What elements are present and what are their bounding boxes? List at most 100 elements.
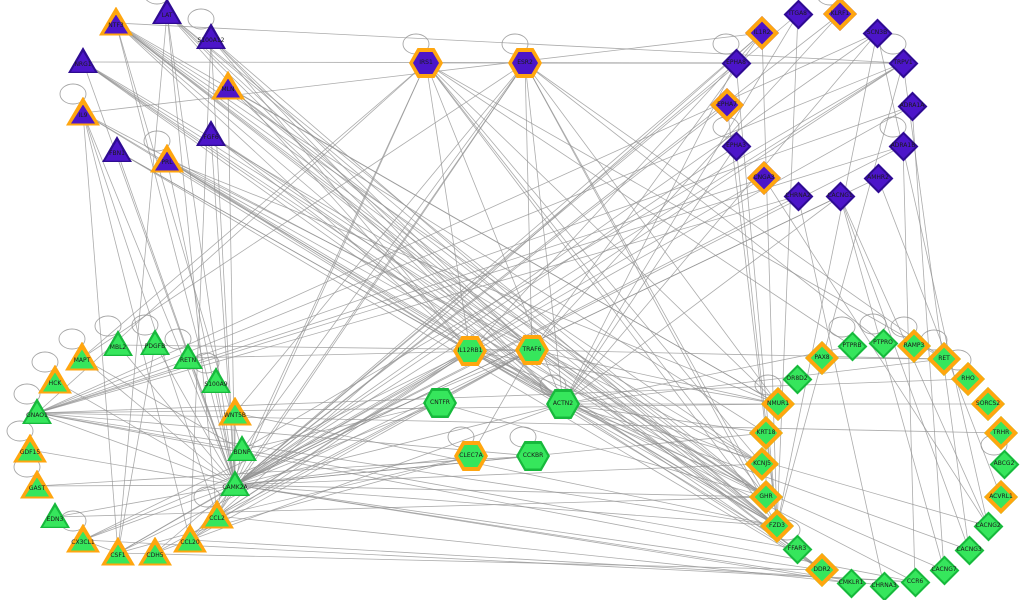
edge-IL1R2-FZD3 <box>761 32 778 527</box>
node-label-PTPRO: PTPRO <box>873 339 893 346</box>
self-loop-edge-GNAO1 <box>13 383 41 405</box>
edge-NTF3-IL12RB1 <box>115 22 471 352</box>
edge-WNT5B-FZD3 <box>234 412 778 527</box>
edge-CLEC7A-CSF1 <box>117 455 472 554</box>
edge-NRG1-CAMK2A <box>82 61 236 486</box>
edge-SCN3B-GNAO1 <box>36 32 878 414</box>
node-label-DDR2: DDR2 <box>813 566 831 573</box>
edge-FGF6-ACTN2 <box>210 134 564 405</box>
node-label-EDN3: EDN3 <box>46 516 64 523</box>
node-label-ADRA1B: ADRA1B <box>890 142 916 149</box>
node-label-CCL2: CCL2 <box>209 515 225 522</box>
edge-PAX8-RET <box>821 357 945 360</box>
edge-TRPV1-FZD3 <box>776 62 904 527</box>
edge-ESR2-CCL2 <box>216 62 526 517</box>
edge-ACTN2-CACNG7 <box>562 403 945 571</box>
edge-ITGA8-CAMK2A <box>234 13 799 486</box>
node-label-MAPT: MAPT <box>73 357 91 364</box>
node-label-CMKLR1: CMKLR1 <box>838 579 864 586</box>
edge-CAMK2A-HCK <box>54 380 236 486</box>
edge-FGF6-FZD3 <box>210 134 778 527</box>
edge-FFAR3-GNAO1 <box>36 412 798 550</box>
edge-PRL-KCNJ5 <box>166 159 763 465</box>
node-label-EPHA7: EPHA7 <box>717 101 737 108</box>
node-label-CDH5: CDH5 <box>146 552 164 559</box>
node-label-TRHR: TRHR <box>992 429 1010 436</box>
node-label-CAMK2A: CAMK2A <box>222 484 248 491</box>
edge-IRS1-MAPT <box>81 62 427 359</box>
edge-TRPV1-CCL2 <box>216 62 904 517</box>
edge-CAMK2A-EDN3 <box>54 484 236 518</box>
node-label-CHRNA2: CHRNA2 <box>785 192 811 199</box>
edge-TRAF6-RET <box>531 349 945 360</box>
node-label-CCL20: CCL20 <box>180 539 200 546</box>
node-label-ACTN2: ACTN2 <box>552 400 574 407</box>
self-loop-edge-KLRF1 <box>818 0 842 6</box>
edge-IRS1-GNAO1 <box>36 62 427 414</box>
edge-TRAF6-CLEC7A <box>470 349 533 457</box>
edge-NRG1-KCNJ5 <box>82 61 763 465</box>
node-label-RET: RET <box>938 355 950 362</box>
node-label-RHO: RHO <box>961 375 975 382</box>
node-label-FGF6: FGF6 <box>203 134 219 141</box>
node-label-AMHR2: AMHR2 <box>867 174 889 181</box>
self-loop-edge-GDF15 <box>6 420 34 442</box>
edge-IRS1-CAMK2A <box>234 62 427 486</box>
self-loop-edge-PTPRB <box>828 316 856 338</box>
edge-NTF3-GHR <box>115 22 767 498</box>
node-label-CACNG3: CACNG3 <box>956 546 982 553</box>
edge-TRHR-GNAO1 <box>36 412 1002 434</box>
edge-CHRNA2-CAMK2A <box>234 195 799 486</box>
edge-TRAF6-CCL20 <box>189 349 533 541</box>
edge-CAMK2A-RETN <box>187 357 236 486</box>
node-label-CX3CL1: CX3CL1 <box>71 539 95 546</box>
node-label-FBN1: FBN1 <box>109 150 125 157</box>
edge-ESR2-PTPRO <box>524 62 884 344</box>
node-label-ACVRL1: ACVRL1 <box>989 493 1013 500</box>
edge-CAMK2A-DDR2 <box>234 484 823 571</box>
node-label-EPHA3: EPHA3 <box>726 142 746 149</box>
edge-CAMK2A-FZD3 <box>234 484 778 527</box>
self-loop-edge-PRL <box>143 130 171 152</box>
edge-CAMK2A-MBL2 <box>117 344 236 486</box>
edge-KLRF1-CAMK2A <box>234 13 841 486</box>
edge-ESR2-FZD3 <box>524 62 778 527</box>
ESR2-hexagon-fill <box>512 52 538 74</box>
edge-CLEC7A-CAMK2A <box>234 455 472 486</box>
edge-CNGA3-GNAO1 <box>36 177 765 414</box>
edge-CCL20-CCR6 <box>189 539 916 583</box>
edge-MLN-NMUR1 <box>227 86 779 405</box>
edge-FBN1-ACTN2 <box>116 150 564 405</box>
edge-PRL-IL12RB1 <box>166 159 471 352</box>
edge-FGF6-CAMK2A <box>210 134 236 486</box>
edge-KLRF1-TRAF6 <box>531 13 841 351</box>
edge-EPHA8-CAMK2A <box>234 62 737 486</box>
edge-TRAF6-CX3CL1 <box>82 349 533 541</box>
CLEC7A-hexagon-fill <box>458 445 484 467</box>
edge-NMUR1-GNAO1 <box>36 403 779 414</box>
node-label-S100A9: S100A9 <box>204 381 228 388</box>
edge-CAMK2A-CDH5 <box>154 484 236 554</box>
self-loop-edge-S100A12 <box>187 8 215 30</box>
TRAF6-hexagon-fill <box>519 339 545 361</box>
edge-IRS1-IL12RB1 <box>425 62 471 352</box>
node-label-GAST: GAST <box>28 485 46 492</box>
node-label-NRG1: NRG1 <box>74 61 92 68</box>
node-label-CCKBR: CCKBR <box>522 452 544 459</box>
edge-ACTN2-KRT18 <box>562 403 767 434</box>
node-label-IL12RB1: IL12RB1 <box>457 347 483 354</box>
edge-FGF6-GHR <box>210 134 767 498</box>
node-label-MBL2: MBL2 <box>109 344 127 351</box>
edge-TRPV1-CACNG3 <box>902 62 970 551</box>
edge-CNTFR-BDNF <box>241 402 441 451</box>
edge-CAMK2A-GDF15 <box>29 449 236 486</box>
self-loop-edge-NMUR1 <box>754 374 782 396</box>
node-label-PAX8: PAX8 <box>814 354 830 361</box>
edge-CAMK2A-KRT18 <box>234 432 767 486</box>
edge-CACNG1-CACNG3 <box>839 195 970 551</box>
edge-NTF3-FZD3 <box>115 22 778 527</box>
edge-ACTN2-PTPRB <box>562 345 853 405</box>
node-label-ITGA8: ITGA8 <box>788 10 808 17</box>
edge-CNGA3-CAMK2A <box>234 177 765 486</box>
